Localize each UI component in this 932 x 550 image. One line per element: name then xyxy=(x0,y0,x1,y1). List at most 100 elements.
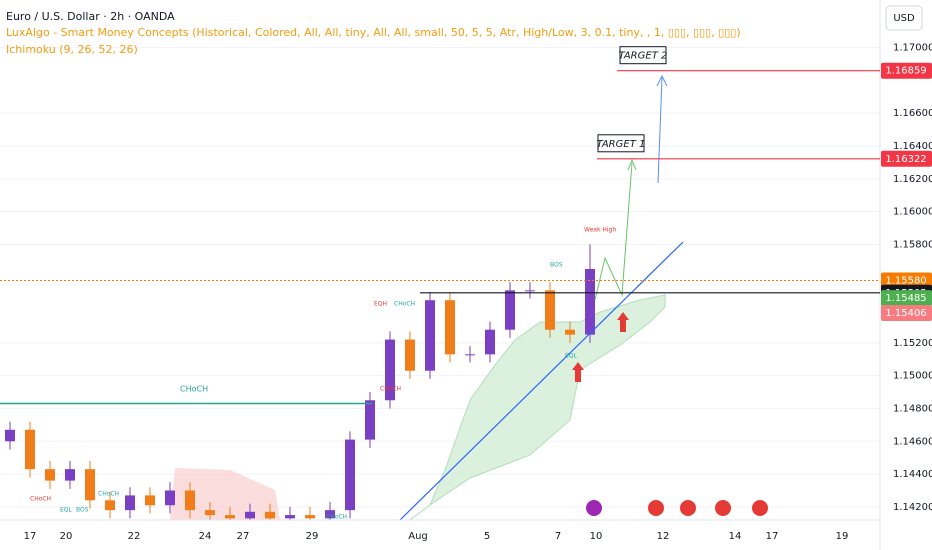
candle-body xyxy=(405,339,415,371)
currency-button[interactable] xyxy=(885,5,923,31)
y-tick-label: 1.14600 xyxy=(893,436,932,447)
structure-label: CHoCH xyxy=(180,385,208,394)
candle-body xyxy=(525,290,535,292)
candle-body xyxy=(565,329,575,335)
candle-body xyxy=(485,329,495,355)
candle-body xyxy=(365,400,375,440)
candle-body xyxy=(145,495,155,506)
structure-label: EQL xyxy=(565,353,578,360)
event-icon[interactable] xyxy=(752,500,768,516)
x-tick-label: 14 xyxy=(729,531,742,542)
candle-body xyxy=(225,515,235,519)
y-tick-label: 1.16000 xyxy=(893,207,932,218)
candle-body xyxy=(125,495,135,511)
x-tick-label: 24 xyxy=(199,531,212,542)
structure-label: EQH xyxy=(374,301,387,308)
y-tick-label: 1.15800 xyxy=(893,239,932,250)
price-tag-label: 1.16322 xyxy=(885,154,926,165)
trendline xyxy=(399,241,684,521)
candle-body xyxy=(45,469,55,481)
x-tick-label: 20 xyxy=(60,531,73,542)
event-icon[interactable] xyxy=(648,500,664,516)
chart-title: Euro / U.S. Dollar · 2h · OANDA xyxy=(6,10,175,23)
structure-label: EQL xyxy=(60,507,73,514)
structure-label: CHoCH xyxy=(326,514,347,521)
y-tick-label: 1.14200 xyxy=(893,502,932,513)
candle-body xyxy=(85,469,95,501)
x-tick-label: Aug xyxy=(408,531,428,542)
candle-body xyxy=(105,500,115,511)
arrow-head xyxy=(656,74,668,87)
price-tag-label: 1.15406 xyxy=(885,308,926,319)
event-icons xyxy=(586,500,768,516)
x-tick-label: 29 xyxy=(306,531,319,542)
candle-body xyxy=(245,511,255,519)
event-icon[interactable] xyxy=(586,500,602,516)
candle-body xyxy=(345,439,355,511)
x-tick-label: 27 xyxy=(237,531,250,542)
price-tag-label: 1.15485 xyxy=(885,293,926,304)
structure-label: BOS xyxy=(550,262,563,269)
candle-body xyxy=(25,429,35,470)
y-tick-label: 1.16200 xyxy=(893,174,932,185)
price-tag xyxy=(881,62,932,79)
candle-body xyxy=(285,515,295,519)
y-tick-label: 1.14800 xyxy=(893,403,932,414)
candle-body xyxy=(185,490,195,511)
candle-body xyxy=(5,429,15,442)
x-tick-label: 10 xyxy=(590,531,603,542)
candle-body xyxy=(305,515,315,519)
y-tick-label: 1.16600 xyxy=(893,108,932,119)
up-arrow xyxy=(572,362,584,382)
y-tick-label: 1.16400 xyxy=(893,141,932,152)
currency[interactable]: USD xyxy=(893,13,915,24)
structure-label: CHoCH xyxy=(98,491,119,498)
x-tick-label: 7 xyxy=(555,531,561,542)
candle-body xyxy=(425,300,435,371)
candle-body xyxy=(545,290,555,330)
event-icon[interactable] xyxy=(680,500,696,516)
target-label: TARGET 2 xyxy=(619,51,668,62)
up-arrow xyxy=(617,312,629,332)
x-tick-label: 22 xyxy=(128,531,141,542)
x-tick-label: 17 xyxy=(766,531,779,542)
cloud-green xyxy=(409,294,666,521)
candle-body xyxy=(385,339,395,401)
y-tick-label: 1.14400 xyxy=(893,469,932,480)
x-tick-label: 5 xyxy=(484,531,490,542)
y-tick-label: 1.17000 xyxy=(893,43,932,54)
cloud-red xyxy=(170,468,280,520)
indicator: LuxAlgo - Smart Money Concepts (Historic… xyxy=(6,26,741,39)
x-tick-label: 17 xyxy=(24,531,37,542)
candle-body xyxy=(265,511,275,519)
candle-body xyxy=(585,269,595,335)
indicator: Ichimoku (9, 26, 52, 26) xyxy=(6,43,138,56)
structure-label: CHoCH xyxy=(380,386,401,393)
price-tag xyxy=(881,150,932,167)
y-tick-label: 1.15000 xyxy=(893,371,932,382)
structure-label: CHoCH xyxy=(30,496,51,503)
x-tick-label: 19 xyxy=(836,531,849,542)
price-tag xyxy=(881,305,932,322)
y-tick-label: 1.15200 xyxy=(893,338,932,349)
candle-body xyxy=(205,510,215,516)
price-tag-label: 1.16859 xyxy=(885,66,926,77)
arrow-head xyxy=(627,158,637,171)
x-tick-label: 12 xyxy=(657,531,670,542)
structure-label: CHoCH xyxy=(394,301,415,308)
price-tag xyxy=(881,290,932,307)
target-box xyxy=(597,134,645,153)
price-tag-label: 1.15580 xyxy=(885,276,926,287)
target-label: TARGET 1 xyxy=(597,139,646,150)
price-tag xyxy=(881,272,932,289)
candle-body xyxy=(445,300,455,355)
projection-arrow xyxy=(657,77,663,184)
candle-body xyxy=(505,290,515,330)
event-icon[interactable] xyxy=(715,500,731,516)
target-box xyxy=(619,46,667,65)
structure-label: Weak High xyxy=(584,227,616,234)
projection-path xyxy=(594,162,633,301)
candle-body xyxy=(325,510,335,519)
candle-body xyxy=(65,469,75,481)
